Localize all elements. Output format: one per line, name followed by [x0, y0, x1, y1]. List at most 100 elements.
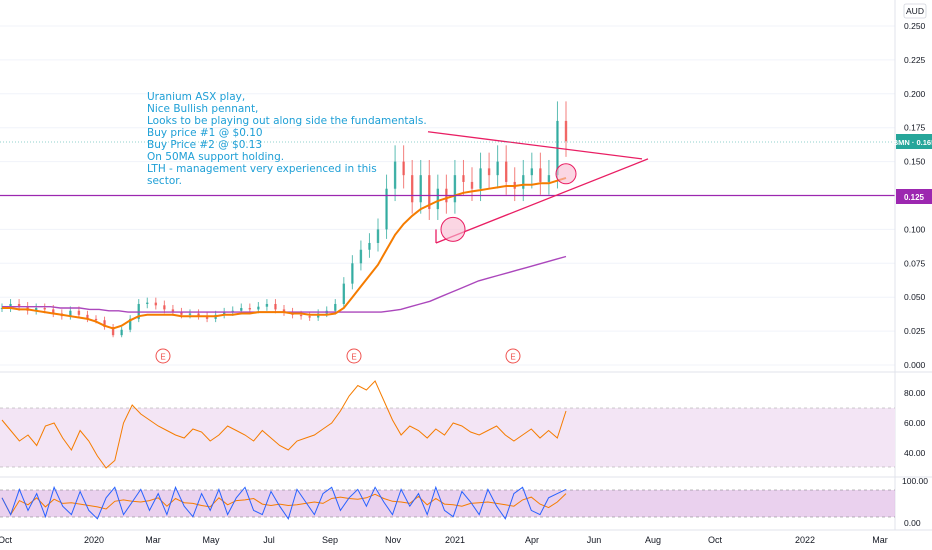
price-candle-body — [171, 309, 175, 313]
time-label-6: Nov — [385, 535, 402, 545]
time-label-1: 2020 — [84, 535, 104, 545]
price-candle-body — [368, 242, 371, 250]
price-candle-body — [359, 249, 363, 264]
earnings-marker-2 — [346, 348, 362, 364]
rsi-tick-40: 40.00 — [904, 448, 926, 458]
price-candle-body — [265, 303, 269, 307]
time-label-2: Mar — [145, 535, 161, 545]
ma50-line — [2, 176, 567, 330]
ticker-label: BMN · 0.165 — [893, 138, 932, 147]
rsi-tick-60: 60.00 — [904, 418, 926, 428]
price-axis[interactable]: AUD 0.250 0.225 0.200 0.175 0.150 0.125 0.100 0… — [893, 3, 932, 528]
time-label-8: Apr — [525, 535, 539, 545]
time-label-13: Mar — [872, 535, 888, 545]
annotation-line-1: Uranium ASX play, — [147, 91, 245, 103]
price-candle-body — [163, 305, 166, 310]
earnings-marker-3 — [505, 348, 521, 364]
price-candle-body — [282, 309, 286, 313]
price-candle-body — [34, 308, 38, 311]
price-candle-body — [453, 175, 457, 203]
price-candle-body — [197, 313, 200, 317]
annotation-line-7: LTH - management very experienced in thi… — [147, 163, 377, 175]
price-candle-body — [146, 302, 149, 304]
currency-badge[interactable] — [903, 3, 927, 19]
price-candle-body — [564, 120, 568, 142]
price-tick-8: 0.050 — [904, 292, 926, 302]
price-candle-body — [522, 175, 525, 189]
price-candle-body — [410, 175, 414, 203]
time-label-9: Jun — [587, 535, 602, 545]
price-candle-body — [222, 312, 226, 315]
time-label-0: Oct — [0, 535, 12, 545]
time-label-7: 2021 — [445, 535, 465, 545]
price-candle-body — [428, 175, 431, 210]
price-tick-1: 0.225 — [904, 55, 926, 65]
price-candle-body — [504, 161, 508, 182]
price-candle-body — [342, 283, 346, 304]
rsi-line — [1, 380, 567, 469]
highlight-circle-2 — [555, 163, 577, 185]
annotation-line-5: Buy Price #2 @ $0.13 — [147, 139, 262, 151]
price-candle-body — [462, 175, 465, 182]
price-candle-body — [274, 303, 277, 310]
stoch-k-line — [1, 485, 567, 520]
price-candle-body — [385, 188, 388, 230]
time-label-5: Sep — [322, 535, 338, 545]
price-candle-body — [376, 229, 380, 243]
rsi-band — [0, 408, 895, 467]
price-candle-body — [180, 312, 183, 315]
annotation-line-3: Looks to be playing out along side the f… — [147, 115, 427, 127]
earnings-marker-label-3: E — [510, 353, 515, 362]
price-tick-7: 0.075 — [904, 258, 926, 268]
price-candle-body — [205, 316, 209, 319]
price-tick-3: 0.175 — [904, 123, 926, 133]
earnings-marker-1 — [155, 348, 171, 364]
price-candle-body — [43, 308, 46, 310]
price-candle-body — [77, 310, 81, 315]
price-candle-body — [257, 306, 260, 310]
trendline-lower[interactable] — [435, 158, 649, 244]
price-candle-body — [69, 310, 72, 317]
rsi-tick-80: 80.00 — [904, 388, 926, 398]
price-candle-body — [419, 175, 422, 203]
price-pane: E E E Uranium ASX play, Nice Bullish pennan… — [0, 25, 895, 366]
stoch-pane — [0, 485, 895, 520]
price-candle-body — [248, 308, 252, 310]
price-candle-body — [86, 314, 89, 319]
ticker-badge — [896, 134, 932, 149]
time-label-11: Oct — [708, 535, 723, 545]
support-label: 0.125 — [904, 193, 925, 202]
annotation-text[interactable]: Uranium ASX play, Nice Bullish pennant, Lo… — [147, 91, 427, 187]
price-candle-body — [547, 175, 551, 182]
price-candle-body — [120, 329, 123, 336]
price-candle-body — [436, 188, 440, 210]
highlight-circles — [435, 163, 577, 243]
annotation-line-8: sector. — [147, 175, 182, 187]
price-tick-6: 0.100 — [904, 224, 926, 234]
time-axis-labels[interactable]: Oct 2020 Mar May Jul Sep Nov 2021 Apr Jun Aug Oct 20… — [0, 535, 888, 545]
rsi-pane — [0, 380, 895, 469]
price-candle-body — [154, 302, 158, 306]
stoch-tick-0: 0.00 — [904, 518, 921, 528]
annotation-line-6: On 50MA support holding. — [147, 151, 284, 163]
support-badge — [896, 189, 932, 204]
price-candle-body — [52, 309, 55, 314]
price-candle-body — [17, 303, 21, 307]
price-candle-body — [393, 161, 397, 189]
price-candle-body — [530, 168, 534, 176]
price-tick-10: 0.000 — [904, 360, 926, 370]
annotation-line-4: Buy price #1 @ $0.10 — [147, 127, 263, 139]
stoch-tick-100: 100.00 — [902, 476, 928, 486]
price-candle-body — [128, 318, 132, 330]
price-candle-body — [240, 308, 243, 311]
trendline-upper[interactable] — [427, 131, 643, 160]
price-candle-body — [470, 181, 474, 189]
annotation-line-2: Nice Bullish pennant, — [147, 103, 258, 115]
price-candle-body — [94, 318, 98, 321]
price-series — [0, 101, 568, 338]
price-tick-4: 0.150 — [904, 157, 926, 167]
currency-label: AUD — [906, 6, 924, 16]
price-candle-body — [479, 168, 482, 189]
time-label-4: Jul — [263, 535, 275, 545]
